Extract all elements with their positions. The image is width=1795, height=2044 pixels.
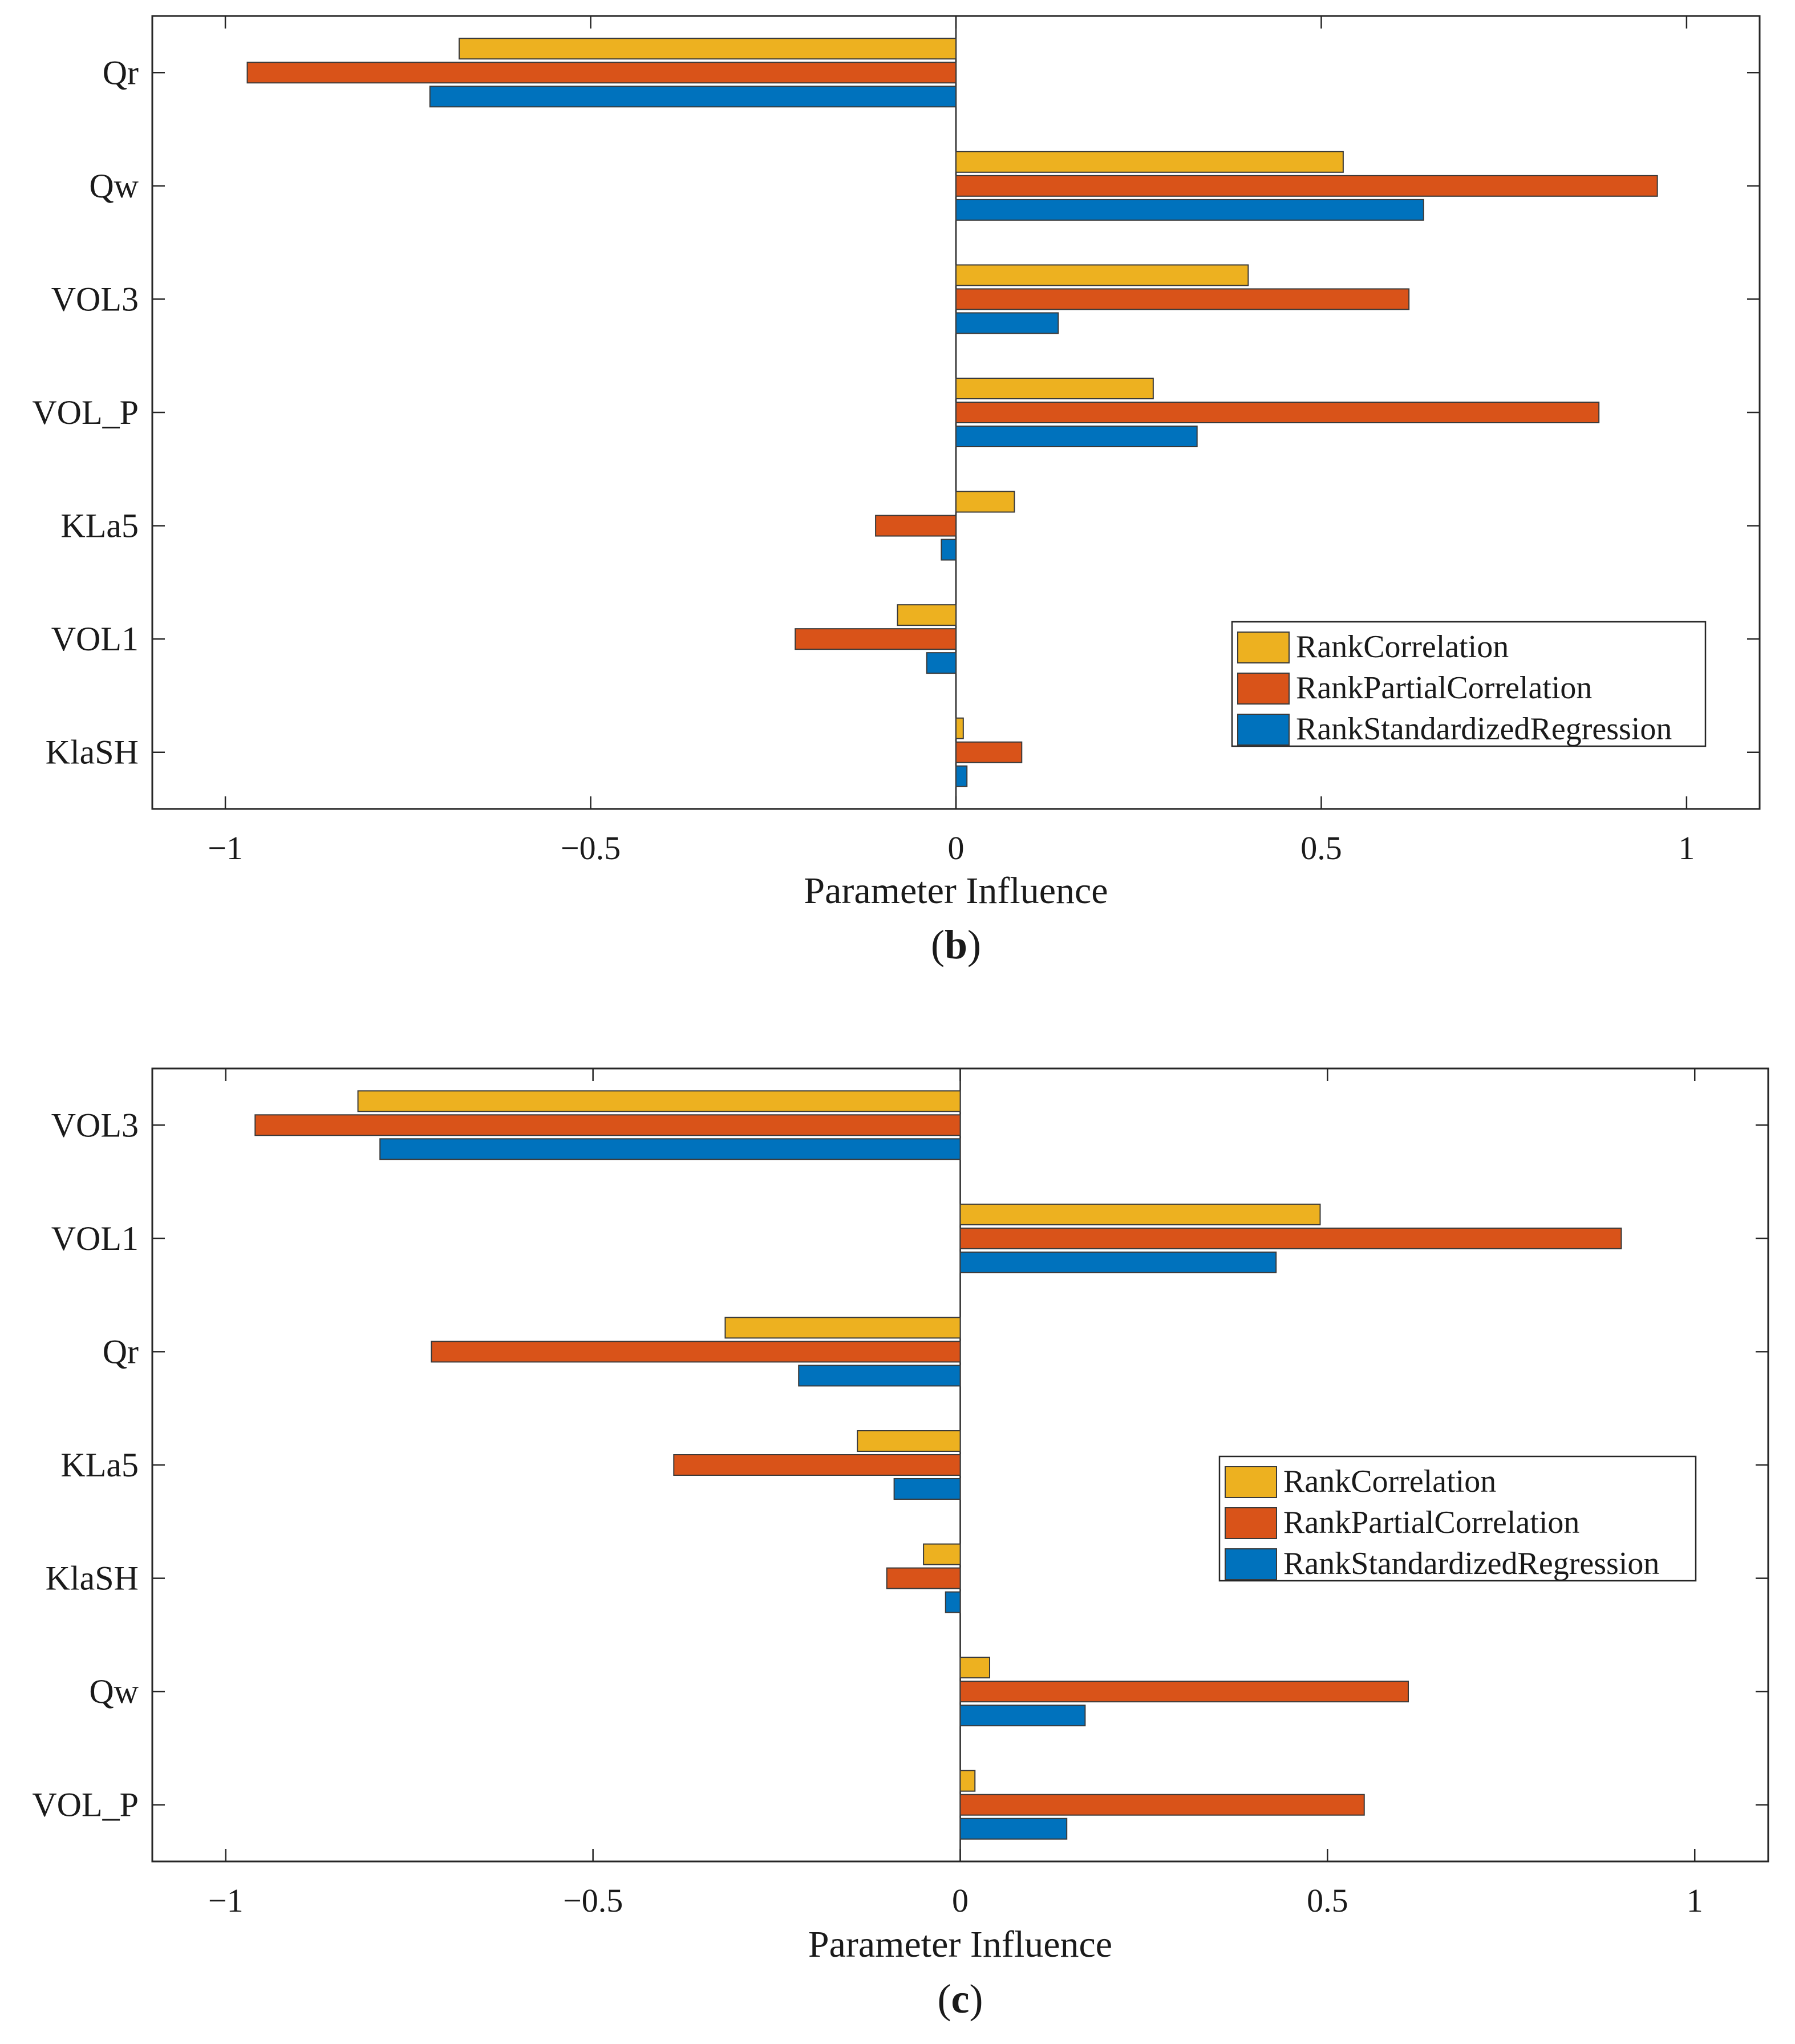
panel-caption: (b)	[931, 922, 981, 968]
legend: RankCorrelation RankPartialCorrelation Ran…	[1218, 1455, 1697, 1582]
bar-rankstandardizedregression-klash	[945, 1591, 961, 1613]
legend: RankCorrelation RankPartialCorrelation Ran…	[1231, 621, 1707, 747]
bar-rankcorrelation-vol1	[959, 1203, 1321, 1225]
bar-rankcorrelation-qw	[955, 151, 1344, 173]
bar-rankpartialcorrelation-qw	[959, 1681, 1409, 1703]
legend-label-rankpartialcorrelation: RankPartialCorrelation	[1296, 670, 1592, 706]
bar-rankcorrelation-klash	[955, 717, 964, 739]
bar-rankcorrelation-klash	[923, 1543, 961, 1565]
bar-rankpartialcorrelation-vol-p	[959, 1794, 1365, 1816]
bar-rankcorrelation-kla5	[955, 491, 1015, 513]
panel-caption: (c)	[938, 1976, 983, 2022]
category-label-qw: Qw	[89, 167, 139, 205]
chart-panel-c: −1 −0.5 0 0.5 1 VOL3 VOL1 Qr KLa5 KlaSH Qw VOL_P Ran…	[32, 1067, 1769, 2022]
bar-rankpartialcorrelation-klash	[955, 741, 1023, 763]
bar-rankstandardizedregression-qr	[429, 86, 957, 108]
bar-rankstandardizedregression-vol1	[926, 652, 957, 674]
bar-rankpartialcorrelation-vol1	[795, 628, 957, 650]
bar-rankstandardizedregression-klash	[955, 765, 968, 787]
category-label-vol1: VOL1	[51, 1220, 139, 1257]
bar-rankpartialcorrelation-vol-p	[955, 402, 1600, 423]
legend-swatch-rankcorrelation	[1237, 632, 1290, 663]
x-tick-label: 0	[952, 1882, 969, 1919]
legend-label-rankstandardizedregression: RankStandardizedRegression	[1283, 1546, 1659, 1581]
category-label-vol-p: VOL_P	[32, 394, 139, 431]
x-tick-label: −0.5	[561, 829, 621, 867]
bar-rankpartialcorrelation-qr	[431, 1341, 961, 1363]
category-label-vol-p: VOL_P	[32, 1786, 139, 1824]
bar-rankcorrelation-kla5	[857, 1430, 961, 1452]
bar-rankpartialcorrelation-kla5	[673, 1454, 961, 1476]
bar-rankstandardizedregression-vol3	[379, 1138, 961, 1160]
legend-swatch-rankcorrelation	[1225, 1466, 1277, 1498]
legend-label-rankcorrelation: RankCorrelation	[1283, 1464, 1496, 1499]
x-tick-label: 1	[1678, 829, 1695, 867]
legend-swatch-rankpartialcorrelation	[1237, 673, 1290, 705]
bar-rankstandardizedregression-qw	[955, 199, 1424, 221]
category-label-vol3: VOL3	[51, 1106, 139, 1144]
bar-rankstandardizedregression-kla5	[941, 539, 957, 561]
category-label-qr: Qr	[103, 1333, 139, 1370]
category-label-klash: KlaSH	[46, 1560, 139, 1597]
category-label-kla5: KLa5	[60, 1446, 139, 1484]
legend-box	[1231, 621, 1707, 747]
x-tick-label: −1	[208, 829, 243, 867]
legend-swatch-rankpartialcorrelation	[1225, 1507, 1277, 1539]
x-tick-label: 0	[948, 829, 965, 867]
category-label-vol3: VOL3	[51, 280, 139, 318]
bar-rankpartialcorrelation-qw	[955, 175, 1658, 197]
category-label-klash: KlaSH	[46, 734, 139, 771]
legend-label-rankcorrelation: RankCorrelation	[1296, 629, 1509, 665]
chart-panel-b: −1 −0.5 0 0.5 1 Qr Qw VOL3 VOL_P KLa5 VOL1 KlaSH Ran…	[32, 15, 1761, 968]
bar-rankcorrelation-vol-p	[959, 1770, 976, 1792]
bar-rankstandardizedregression-qw	[959, 1705, 1086, 1727]
category-label-vol1: VOL1	[51, 620, 139, 658]
x-tick-label: 1	[1687, 1882, 1703, 1919]
bar-rankpartialcorrelation-klash	[886, 1567, 961, 1589]
bar-rankcorrelation-vol1	[897, 604, 957, 626]
bar-rankpartialcorrelation-kla5	[875, 515, 957, 537]
bar-rankstandardizedregression-qr	[798, 1365, 961, 1387]
category-label-qr: Qr	[103, 54, 139, 91]
bar-rankcorrelation-vol3	[955, 264, 1249, 286]
bar-rankpartialcorrelation-vol3	[254, 1114, 961, 1136]
bar-rankstandardizedregression-vol-p	[959, 1818, 1068, 1840]
bar-rankcorrelation-vol3	[357, 1090, 961, 1112]
bar-rankstandardizedregression-kla5	[893, 1478, 961, 1500]
legend-label-rankpartialcorrelation: RankPartialCorrelation	[1283, 1505, 1579, 1540]
bar-rankstandardizedregression-vol3	[955, 312, 1059, 334]
legend-swatch-rankstandardizedregression	[1225, 1548, 1277, 1580]
bar-rankcorrelation-qw	[959, 1657, 991, 1679]
bar-rankcorrelation-vol-p	[955, 378, 1154, 399]
x-tick-label: 0.5	[1307, 1882, 1348, 1919]
bar-rankpartialcorrelation-vol3	[955, 288, 1410, 310]
bar-rankcorrelation-qr	[458, 38, 957, 60]
x-axis-label: Parameter Influence	[804, 870, 1108, 912]
category-label-qw: Qw	[89, 1673, 139, 1710]
legend-label-rankstandardizedregression: RankStandardizedRegression	[1296, 711, 1672, 747]
bar-rankcorrelation-qr	[724, 1317, 961, 1339]
legend-box	[1218, 1455, 1697, 1582]
legend-swatch-rankstandardizedregression	[1237, 714, 1290, 746]
bar-rankstandardizedregression-vol1	[959, 1251, 1277, 1273]
bar-rankpartialcorrelation-qr	[246, 62, 957, 84]
x-tick-label: −1	[208, 1882, 244, 1919]
category-label-kla5: KLa5	[60, 507, 139, 545]
x-tick-label: −0.5	[563, 1882, 623, 1919]
x-axis-label: Parameter Influence	[808, 1924, 1112, 1965]
x-tick-label: 0.5	[1300, 829, 1342, 867]
bar-rankpartialcorrelation-vol1	[959, 1227, 1622, 1249]
bar-rankstandardizedregression-vol-p	[955, 426, 1198, 447]
